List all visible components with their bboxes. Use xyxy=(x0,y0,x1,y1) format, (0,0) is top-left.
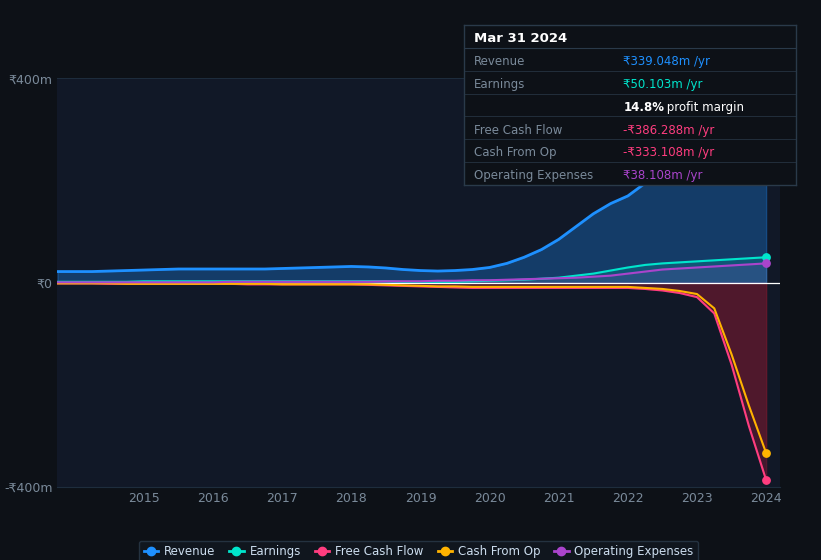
Text: 14.8%: 14.8% xyxy=(623,101,664,114)
Text: Free Cash Flow: Free Cash Flow xyxy=(474,124,562,137)
Point xyxy=(759,105,773,114)
Text: ₹339.048m /yr: ₹339.048m /yr xyxy=(623,55,710,68)
Text: ₹50.103m /yr: ₹50.103m /yr xyxy=(623,78,703,91)
Text: Cash From Op: Cash From Op xyxy=(474,146,557,160)
Text: Revenue: Revenue xyxy=(474,55,525,68)
Point xyxy=(759,259,773,268)
Legend: Revenue, Earnings, Free Cash Flow, Cash From Op, Operating Expenses: Revenue, Earnings, Free Cash Flow, Cash … xyxy=(139,540,699,560)
Point xyxy=(759,475,773,484)
Text: ₹38.108m /yr: ₹38.108m /yr xyxy=(623,169,703,182)
Text: -₹386.288m /yr: -₹386.288m /yr xyxy=(623,124,715,137)
Text: -₹333.108m /yr: -₹333.108m /yr xyxy=(623,146,715,160)
Text: Mar 31 2024: Mar 31 2024 xyxy=(474,32,567,45)
Text: Earnings: Earnings xyxy=(474,78,525,91)
Text: Operating Expenses: Operating Expenses xyxy=(474,169,593,182)
Point xyxy=(759,449,773,458)
Point xyxy=(759,253,773,262)
Text: profit margin: profit margin xyxy=(663,101,745,114)
